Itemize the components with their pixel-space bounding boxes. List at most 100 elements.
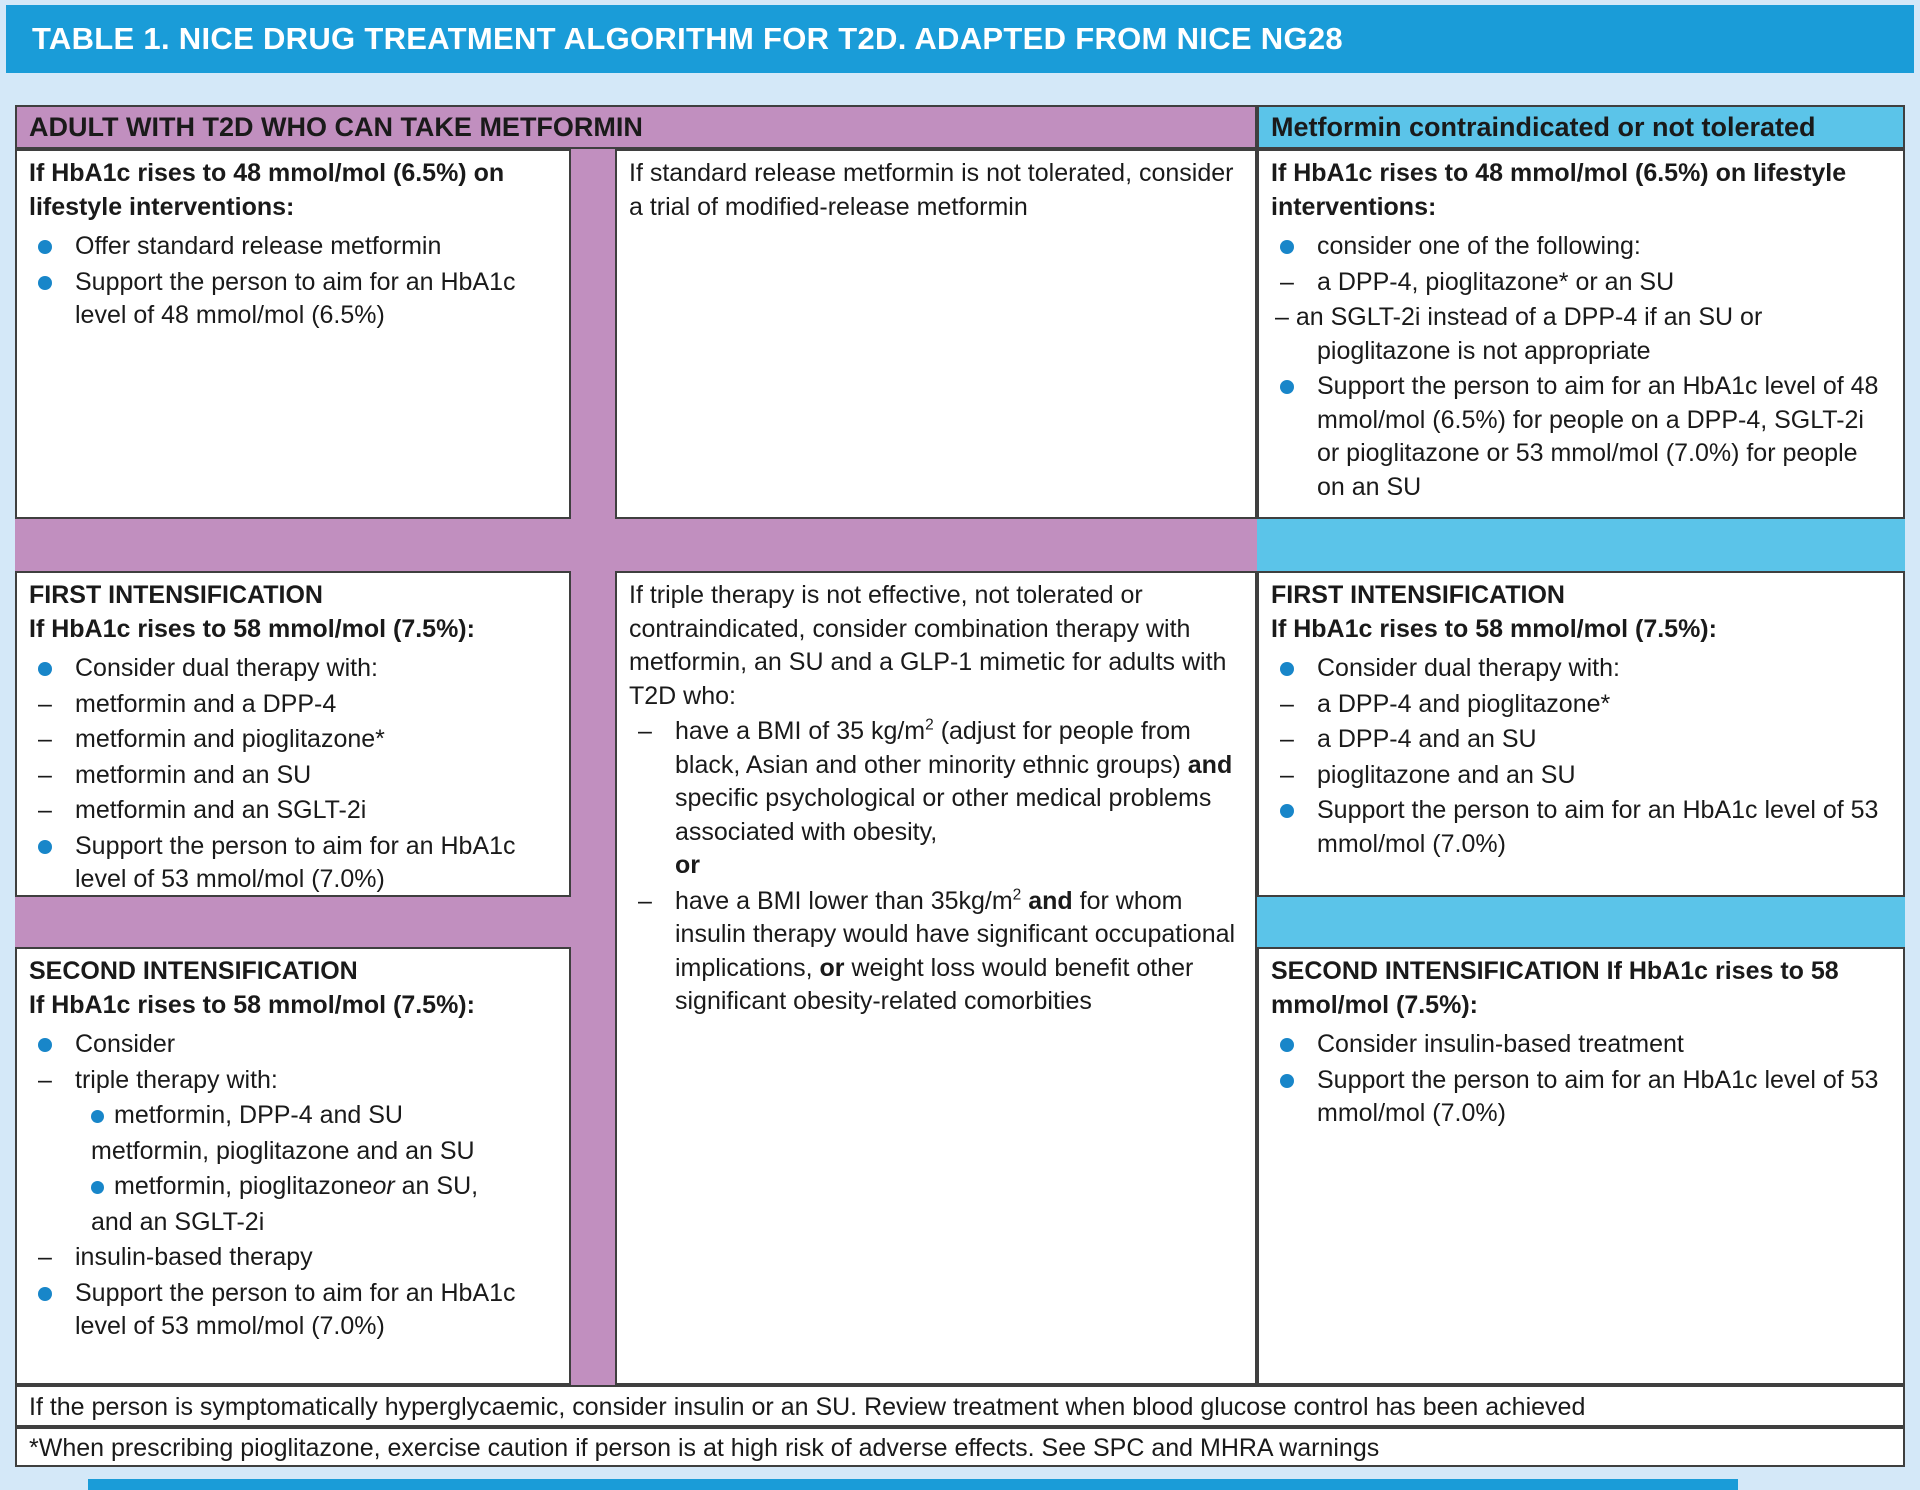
cell-heading: FIRST INTENSIFICATION If HbA1c rises to …: [1271, 581, 1717, 643]
bullet-icon: [38, 1038, 52, 1052]
list-item-text: Consider dual therapy with:: [1317, 654, 1620, 682]
cell-heading: SECOND INTENSIFICATION If HbA1c rises to…: [1271, 957, 1839, 1019]
dash-marker: –: [38, 725, 52, 753]
list-item-text: Support the person to aim for an HbA1c l…: [1317, 796, 1879, 858]
purple-gutter: [571, 149, 615, 1385]
list-item: Support the person to aim for an HbA1c l…: [29, 266, 557, 333]
list-item-text: Consider insulin-based treatment: [1317, 1030, 1684, 1058]
footnote-pioglitazone: *When prescribing pioglitazone, exercise…: [15, 1427, 1905, 1467]
list-item-text: have a BMI lower than 35kg/m2 and for wh…: [675, 886, 1236, 1016]
list-item-text: metformin and a DPP-4: [75, 689, 337, 718]
bullet-icon: [1280, 240, 1294, 254]
cell-list: Offer standard release metformin Support …: [29, 230, 557, 333]
list-item: Consider: [29, 1028, 557, 1062]
list-item: – have a BMI of 35 kg/m2 (adjust for peop…: [629, 715, 1243, 883]
list-item-text: Support the person to aim for an HbA1c l…: [1317, 372, 1879, 501]
list-item-text: insulin-based therapy: [75, 1243, 313, 1271]
list-item: and an SGLT-2i: [29, 1206, 557, 1240]
cell-modified-release: If standard release metformin is not tol…: [615, 149, 1257, 519]
bullet-icon: [1280, 1038, 1294, 1052]
list-item: metformin, DPP-4 and SU: [29, 1099, 557, 1133]
list-item-text: metformin and an SU: [75, 760, 312, 789]
list-item: metformin, pioglitazone and an SU: [29, 1135, 557, 1169]
bullet-icon: [38, 275, 52, 290]
dash-marker: –: [638, 886, 652, 915]
list-item-text: Support the person to aim for an HbA1c l…: [75, 267, 516, 330]
column-header-metformin-label: ADULT WITH T2D WHO CAN TAKE METFORMIN: [29, 111, 643, 142]
list-item: Support the person to aim for an HbA1c l…: [1271, 794, 1891, 861]
dash-marker: –: [38, 1065, 52, 1094]
list-item-text: and an SGLT-2i: [91, 1207, 265, 1236]
list-item-text: Support the person to aim for an HbA1c l…: [75, 1278, 516, 1341]
list-item: – pioglitazone and an SU: [1271, 759, 1891, 793]
table-title: TABLE 1. NICE DRUG TREATMENT ALGORITHM F…: [32, 21, 1343, 56]
purple-spacer-band: [15, 519, 1257, 571]
list-item-text: an SGLT-2i instead of a DPP-4 if an SU o…: [1295, 303, 1763, 365]
bullet-icon: [1280, 380, 1294, 394]
table-title-bar: TABLE 1. NICE DRUG TREATMENT ALGORITHM F…: [6, 5, 1914, 73]
algorithm-table: ADULT WITH T2D WHO CAN TAKE METFORMIN Me…: [15, 105, 1905, 1467]
dash-marker: –: [1280, 760, 1294, 789]
list-item: consider one of the following:: [1271, 230, 1891, 264]
list-item-text: a DPP-4 and pioglitazone*: [1317, 689, 1611, 718]
dash-marker: –: [38, 796, 52, 824]
bullet-icon: [38, 839, 52, 854]
cell-list: – have a BMI of 35 kg/m2 (adjust for peop…: [629, 715, 1243, 1019]
list-item-text: pioglitazone and an SU: [1317, 760, 1576, 789]
list-item-text: metformin and pioglitazone*: [75, 725, 385, 753]
cyan-spacer-band: [1257, 519, 1905, 571]
cell-list: Consider insulin-based treatment Support …: [1271, 1028, 1891, 1131]
bullet-icon: [38, 662, 52, 676]
list-item: – metformin and a DPP-4: [29, 688, 557, 722]
list-item-text: metformin, pioglitazone and an SU: [91, 1136, 475, 1165]
cell-lifestyle-metformin: If HbA1c rises to 48 mmol/mol (6.5%) on …: [15, 149, 571, 519]
bullet-icon: [91, 1181, 104, 1194]
list-item-text: Offer standard release metformin: [75, 232, 442, 260]
column-header-metformin: ADULT WITH T2D WHO CAN TAKE METFORMIN: [15, 105, 1257, 149]
list-item: Consider dual therapy with:: [1271, 652, 1891, 686]
footnote-hyperglycaemic: If the person is symptomatically hypergl…: [15, 1385, 1905, 1427]
dash-marker: –: [38, 689, 52, 718]
list-item-text: a DPP-4, pioglitazone* or an SU: [1317, 267, 1675, 296]
dash-marker: –: [638, 717, 652, 745]
column-header-contraindicated-label: Metformin contraindicated or not tolerat…: [1271, 111, 1816, 142]
cell-first-intensification-right: FIRST INTENSIFICATION If HbA1c rises to …: [1257, 571, 1905, 897]
dash-marker: –: [1280, 725, 1294, 753]
cell-paragraph: If standard release metformin is not tol…: [629, 159, 1234, 221]
list-item: Support the person to aim for an HbA1c l…: [1271, 370, 1891, 504]
dash-marker: –: [1280, 267, 1294, 296]
dash-marker: –: [1275, 303, 1296, 331]
footnote-text: If the person is symptomatically hypergl…: [29, 1392, 1586, 1421]
list-item: – have a BMI lower than 35kg/m2 and for w…: [629, 885, 1243, 1019]
list-item: – metformin and an SGLT-2i: [29, 794, 557, 828]
list-item: Support the person to aim for an HbA1c l…: [1271, 1064, 1891, 1131]
list-item-text: Consider: [75, 1030, 176, 1058]
purple-spacer-band: [15, 897, 571, 947]
list-item: – insulin-based therapy: [29, 1241, 557, 1275]
cell-heading: FIRST INTENSIFICATION If HbA1c rises to …: [29, 581, 475, 643]
list-item: Support the person to aim for an HbA1c l…: [29, 830, 557, 896]
list-item-text: Consider dual therapy with:: [75, 654, 378, 682]
footnote-text: *When prescribing pioglitazone, exercise…: [29, 1433, 1380, 1462]
cell-list: Consider dual therapy with: – metformin an…: [29, 652, 557, 896]
list-item-text: triple therapy with:: [75, 1065, 278, 1094]
bullet-icon: [38, 1286, 52, 1301]
column-header-contraindicated: Metformin contraindicated or not tolerat…: [1257, 105, 1905, 149]
list-item-text: metformin, pioglitazoneor an SU,: [114, 1172, 479, 1200]
list-item: – a DPP-4 and pioglitazone*: [1271, 688, 1891, 722]
cell-list: Consider – triple therapy with: metformin, …: [29, 1028, 557, 1344]
list-item: – a DPP-4, pioglitazone* or an SU: [1271, 266, 1891, 300]
list-item: metformin, pioglitazoneor an SU,: [29, 1170, 557, 1204]
list-item: Consider insulin-based treatment: [1271, 1028, 1891, 1062]
cell-list: Consider dual therapy with: – a DPP-4 and …: [1271, 652, 1891, 861]
cell-heading: SECOND INTENSIFICATION If HbA1c rises to…: [29, 957, 475, 1019]
bullet-icon: [38, 240, 52, 254]
cell-second-intensification-right: SECOND INTENSIFICATION If HbA1c rises to…: [1257, 947, 1905, 1385]
list-item-text: metformin, DPP-4 and SU: [114, 1101, 403, 1129]
dash-marker: –: [1280, 689, 1294, 718]
cell-glp1-criteria: If triple therapy is not effective, not …: [615, 571, 1257, 1385]
list-item: Offer standard release metformin: [29, 230, 557, 264]
list-item: Consider dual therapy with:: [29, 652, 557, 686]
dash-marker: –: [38, 760, 52, 789]
